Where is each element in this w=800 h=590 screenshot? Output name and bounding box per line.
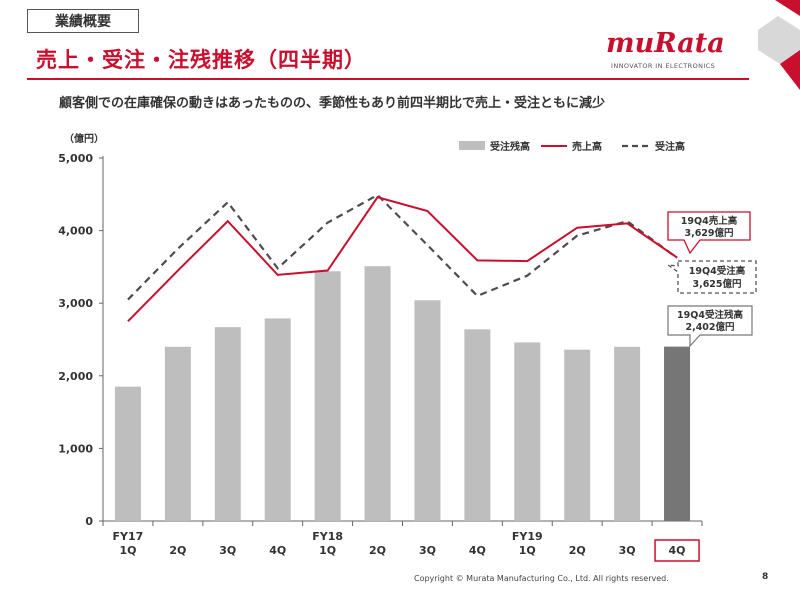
x-category-year-label: FY19 bbox=[512, 530, 543, 543]
x-category-year-label: FY17 bbox=[113, 530, 144, 543]
backlog-callout-line: 19Q4受注残高 bbox=[677, 309, 743, 321]
logo-tagline: INNOVATOR IN ELECTRONICS bbox=[611, 62, 716, 70]
x-category-quarter-label: 2Q bbox=[569, 544, 586, 557]
x-category-quarter-label: 3Q bbox=[219, 544, 236, 557]
y-tick-label: 3,000 bbox=[58, 297, 93, 310]
x-category-quarter-label: 4Q bbox=[469, 544, 486, 557]
backlog-callout-box bbox=[667, 305, 753, 348]
x-category-quarter-label: 1Q bbox=[319, 544, 336, 557]
y-axis-unit-label: （億円） bbox=[64, 132, 104, 145]
x-category-quarter-label: 3Q bbox=[419, 544, 436, 557]
backlog-bar bbox=[214, 327, 241, 521]
page-number: 8 bbox=[762, 572, 769, 582]
x-category-quarter-label: 4Q bbox=[269, 544, 286, 557]
orders-callout-box bbox=[665, 260, 757, 294]
x-category-quarter-label: 2Q bbox=[169, 544, 186, 557]
highlight-category-box bbox=[654, 539, 700, 562]
orders-callout-line: 19Q4受注高 bbox=[689, 265, 746, 277]
page-title: 売上・受注・注残推移（四半期） bbox=[36, 48, 366, 72]
backlog-bar bbox=[414, 300, 441, 521]
backlog-bar bbox=[514, 342, 541, 521]
backlog-bar bbox=[114, 386, 141, 521]
section-tag: 業績概要 bbox=[27, 9, 139, 33]
legend-backlog-swatch bbox=[459, 141, 485, 150]
orders-callout-line: 3,625億円 bbox=[692, 278, 741, 290]
sales-line bbox=[127, 196, 678, 323]
x-category-quarter-label: 2Q bbox=[369, 544, 386, 557]
company-logo: muRata bbox=[606, 28, 725, 59]
backlog-bar bbox=[164, 346, 191, 521]
y-tick-label: 0 bbox=[85, 515, 93, 528]
sales-callout-line: 3,629億円 bbox=[684, 227, 733, 239]
copyright-text: Copyright © Murata Manufacturing Co., Lt… bbox=[414, 574, 669, 583]
backlog-callout-line: 2,402億円 bbox=[685, 321, 734, 333]
title-divider bbox=[27, 78, 749, 80]
backlog-bar bbox=[664, 346, 691, 521]
x-category-quarter-label: 1Q bbox=[119, 544, 136, 557]
x-category-quarter-label: 1Q bbox=[519, 544, 536, 557]
y-tick-label: 5,000 bbox=[58, 152, 93, 165]
legend-orders-label: 受注高 bbox=[655, 140, 685, 153]
y-tick-label: 2,000 bbox=[58, 370, 93, 383]
backlog-bar bbox=[364, 266, 391, 521]
legend-backlog-label: 受注残高 bbox=[490, 140, 530, 153]
backlog-bar bbox=[564, 349, 591, 521]
chart-subtitle: 顧客側での在庫確保の動きはあったものの、季節性もあり前四半期比で売上・受注ともに… bbox=[59, 96, 606, 111]
y-tick-label: 4,000 bbox=[58, 225, 93, 238]
backlog-bar bbox=[264, 318, 291, 521]
backlog-bar bbox=[314, 271, 341, 521]
sales-callout-box bbox=[667, 211, 751, 255]
orders-line bbox=[127, 193, 678, 301]
x-category-year-label: FY18 bbox=[312, 530, 343, 543]
x-category-quarter-label: 3Q bbox=[619, 544, 636, 557]
x-category-quarter-label: 4Q bbox=[669, 544, 686, 557]
backlog-bar bbox=[614, 346, 641, 521]
legend-sales-label: 売上高 bbox=[572, 140, 602, 153]
backlog-bar bbox=[464, 329, 491, 521]
sales-callout-line: 19Q4売上高 bbox=[681, 215, 738, 227]
y-tick-label: 1,000 bbox=[58, 442, 93, 455]
